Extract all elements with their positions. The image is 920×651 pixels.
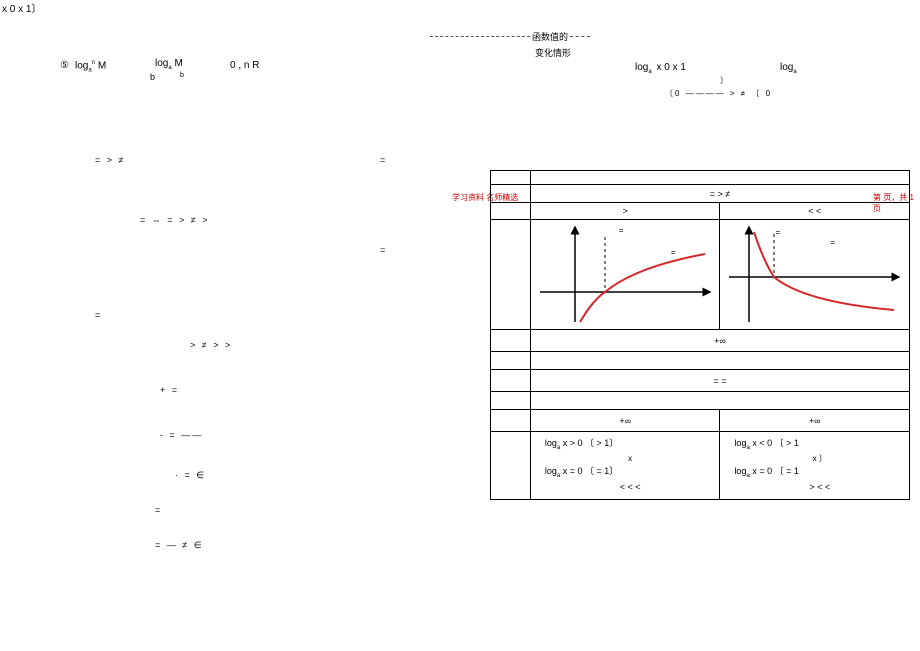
- eq2: =: [380, 155, 385, 165]
- eq5: =: [95, 310, 100, 320]
- dashed-line-left: [430, 36, 530, 37]
- rt-log1-paren: 〕: [720, 75, 728, 86]
- r9b1-x: x 〕: [734, 453, 905, 465]
- chart-b-cell: = =: [720, 220, 910, 330]
- tbl-row2b: < <: [720, 203, 910, 220]
- eq8: - = ——: [160, 430, 203, 440]
- eq9: · = ∈: [175, 470, 206, 481]
- eq11: = — ≠ ∈: [155, 540, 204, 551]
- r9a1-x: x: [545, 453, 716, 465]
- tbl-row5: [530, 352, 909, 370]
- header-label-bottom: 变化情形: [535, 46, 571, 59]
- chart-a-cell: = =: [530, 220, 720, 330]
- tbl-row7: [530, 392, 909, 410]
- tbl-row9a: loga x > 0 〔 > 1〕 x loga x = 0 〔 = 1〕 < …: [530, 432, 720, 500]
- r9b2-log: log: [734, 466, 746, 476]
- rt-subline: 〔0 ———— > ≠ 〔 0: [665, 88, 772, 99]
- rule5-b-denom: b: [150, 72, 155, 82]
- r9b2-rest: x = 0 〔 = 1: [752, 466, 799, 476]
- eq10: =: [155, 505, 160, 515]
- eq7: + =: [160, 385, 179, 395]
- dashed-line-right: [570, 36, 590, 37]
- eq4: =: [380, 245, 385, 255]
- rule5-b-sub: a: [168, 65, 171, 71]
- rt-log2: loga: [780, 62, 797, 75]
- rule5-a-log: log: [75, 60, 88, 71]
- r9b1-sub: a: [746, 445, 749, 451]
- rule5-a-sup: n: [92, 60, 95, 66]
- rt-log1-arg: x 0 x 1: [656, 62, 685, 73]
- tbl-row4: +∞: [530, 330, 909, 352]
- tbl-row8a: +∞: [530, 410, 720, 432]
- eq1: = > ≠: [95, 155, 125, 165]
- property-table: = > ≠ > < < = =: [490, 170, 910, 500]
- r9a2-sub: a: [557, 473, 560, 479]
- rule5-cond: 0 , n R: [230, 60, 259, 71]
- r9a2-rest: x = 0 〔 = 1〕: [563, 466, 619, 476]
- rt-log1-sub: a: [648, 69, 651, 75]
- tbl-row9b: loga x < 0 〔 > 1 x 〕 loga x = 0 〔 = 1 > …: [720, 432, 910, 500]
- rt-log2-arg: x 0 x 1〕: [2, 4, 41, 15]
- rule5-b-log: log: [155, 58, 168, 69]
- r9a1-log: log: [545, 438, 557, 448]
- rt-log1: loga x 0 x 1: [635, 62, 686, 75]
- rt-log2-sub: a: [793, 69, 796, 75]
- tbl-row8b: +∞: [720, 410, 910, 432]
- rule5-a-arg: M: [98, 60, 106, 71]
- tbl-row6: = =: [530, 370, 909, 392]
- r9a2-log: log: [545, 466, 557, 476]
- rule5-b-arg: M: [174, 58, 182, 69]
- r9b3: > < <: [734, 481, 905, 495]
- rule5-marker: ⑤: [60, 60, 69, 71]
- rt-log1-fn: log: [635, 62, 648, 73]
- r9b2-sub: a: [746, 473, 749, 479]
- r9b1-rest: x < 0 〔 > 1: [752, 438, 799, 448]
- r9a1-rest: x > 0 〔 > 1〕: [563, 438, 619, 448]
- tbl-row2a: >: [530, 203, 720, 220]
- r9a3: < < <: [545, 481, 716, 495]
- chart-b-svg: [724, 222, 904, 327]
- eq3: = ⇔ = > ≠ >: [140, 215, 209, 225]
- rule5-b: loga M: [155, 58, 183, 71]
- rt-log2-fn: log: [780, 62, 793, 73]
- rule5-cond-b: b: [180, 72, 184, 79]
- rule5-a: logan M: [75, 60, 106, 73]
- eq6: > ≠ > >: [190, 340, 232, 350]
- rule5-a-sub: a: [88, 67, 91, 73]
- chart-a-svg: [535, 222, 715, 327]
- tbl-row1: = > ≠: [530, 185, 909, 203]
- r9a1-sub: a: [557, 445, 560, 451]
- r9b1-log: log: [734, 438, 746, 448]
- header-label-top: 函数值的: [532, 30, 568, 43]
